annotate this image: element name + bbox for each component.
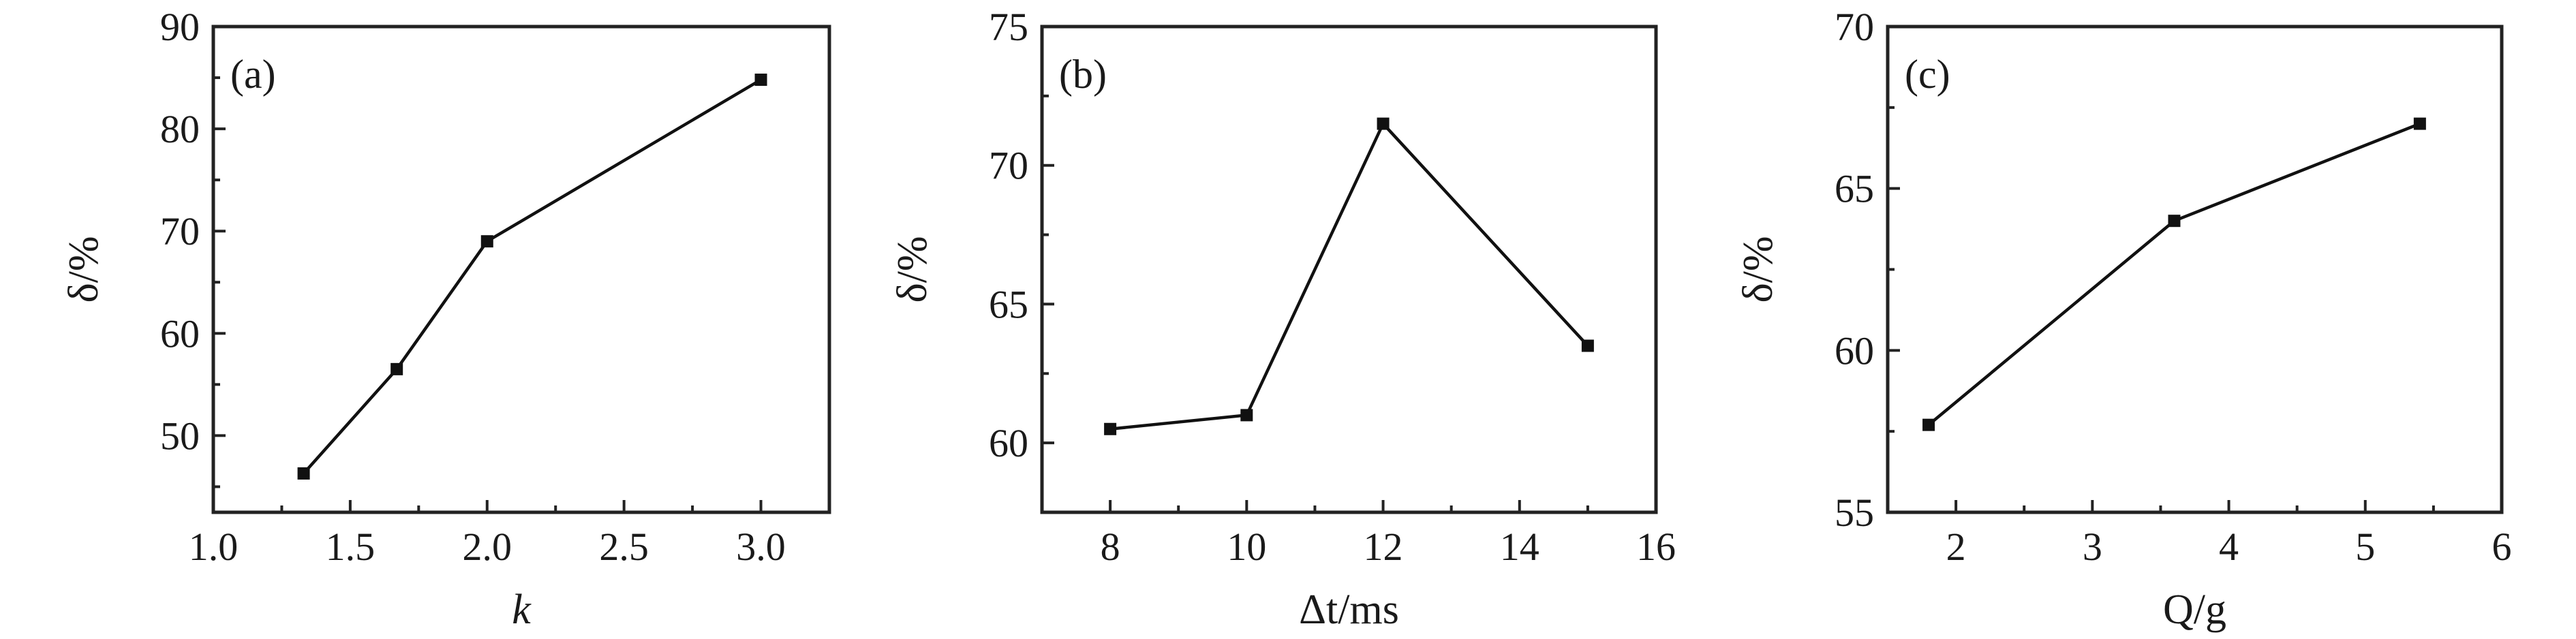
plot-frame [1040,25,1658,514]
data-point-marker [480,235,493,248]
x-tick-label: 6 [2492,525,2512,569]
y-axis-label: δ/% [889,236,936,302]
x-tick-label: 2.0 [463,525,512,569]
data-point-marker [1922,418,1935,431]
y-axis-label: δ/% [61,236,107,302]
x-tick-label: 5 [2355,525,2375,569]
panel-label: (c) [1905,52,1950,97]
x-tick-label: 3.0 [736,525,786,569]
y-tick-label: 90 [160,5,200,49]
data-point-marker [1104,422,1117,435]
y-tick-label: 75 [989,5,1028,49]
y-tick-label: 60 [160,311,200,356]
x-tick-label: 4 [2219,525,2239,569]
y-tick-label: 60 [1835,328,1874,373]
series-line [302,78,762,475]
y-tick-label: 70 [1835,5,1874,49]
y-tick-label: 65 [989,282,1028,326]
x-tick-label: 14 [1500,525,1539,569]
chart-panel-c: 2 3 4 5 6 55 60 65 70 Q/g δ/% (c) [1735,5,2512,633]
data-point-marker [754,74,767,87]
series-line [1109,121,1589,431]
x-tick-label: 3 [2083,525,2102,569]
x-tick-label: 12 [1364,525,1403,569]
series-line [1927,122,2421,426]
y-tick-label: 70 [160,209,200,253]
data-point-marker [390,362,403,375]
panel-label: (b) [1059,52,1107,97]
x-tick-label: 8 [1101,525,1120,569]
data-point-marker [1240,409,1253,422]
data-point-marker [1581,339,1594,352]
x-axis-label: Q/g [2163,587,2226,633]
x-tick-label: 16 [1636,525,1676,569]
x-tick-label: 1.0 [189,525,239,569]
x-tick-label: 1.5 [326,525,375,569]
panel-label: (a) [230,52,276,97]
x-axis-label: Δt/ms [1299,587,1399,633]
x-axis-label: k [512,587,532,633]
data-point-marker [2413,117,2426,130]
plot-frame [1886,25,2504,514]
y-tick-label: 65 [1835,167,1874,211]
y-axis-label: δ/% [1735,236,1781,302]
y-tick-label: 55 [1835,490,1874,535]
y-tick-label: 80 [160,107,200,151]
data-point-marker [1377,117,1390,130]
chart-panel-b: 8 10 12 14 16 60 65 70 75 Δt/ms δ/% (b) [889,5,1676,633]
y-tick-label: 70 [989,144,1028,188]
x-tick-label: 2.5 [599,525,649,569]
data-point-marker [2168,215,2181,228]
y-tick-label: 60 [989,421,1028,465]
x-tick-label: 10 [1227,525,1266,569]
y-tick-label: 50 [160,414,200,458]
chart-panel-a: 1.0 1.5 2.0 2.5 3.0 50 60 70 80 90 k δ/% (a) [61,5,831,633]
data-point-marker [297,467,310,480]
plot-frame [211,25,831,514]
x-tick-label: 2 [1946,525,1966,569]
